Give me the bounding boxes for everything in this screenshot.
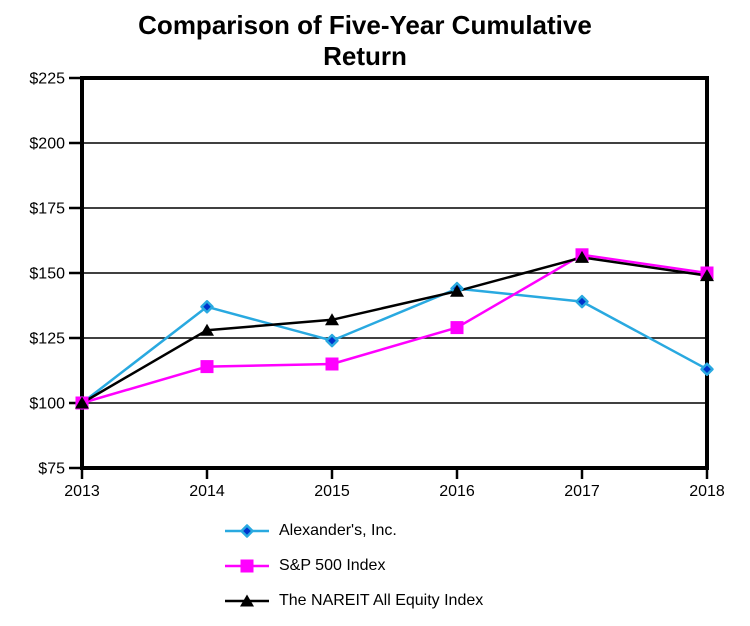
data-point-marker-square — [450, 321, 464, 335]
x-axis-label: 2013 — [64, 483, 100, 500]
legend-label-alexanders: Alexander's, Inc. — [279, 522, 397, 539]
data-point-marker-diamond — [325, 333, 339, 348]
chart-title: Comparison of Five-Year Cumulative Retur… — [0, 10, 730, 71]
y-axis-label: $175 — [29, 201, 65, 218]
data-point-marker-square — [200, 360, 214, 374]
chart-title-line1: Comparison of Five-Year Cumulative — [138, 10, 592, 40]
data-point-marker-square — [325, 357, 339, 371]
data-point-marker-triangle — [325, 313, 339, 326]
legend-marker-diamond-icon — [225, 524, 269, 538]
legend-marker-square-icon — [225, 559, 269, 573]
legend-item-nareit: The NAREIT All Equity Index — [224, 590, 483, 612]
legend-marker-triangle-icon — [225, 594, 269, 607]
legend-label-nareit: The NAREIT All Equity Index — [279, 592, 484, 609]
x-axis-label: 2017 — [564, 483, 600, 500]
y-axis-label: $150 — [29, 266, 65, 283]
x-axis-label: 2015 — [314, 483, 350, 500]
series-line-2 — [81, 256, 708, 405]
x-axis-label: 2016 — [439, 483, 475, 500]
legend-item-sp500: S&P 500 Index — [224, 555, 483, 577]
y-axis-label: $125 — [29, 331, 65, 348]
data-point-marker-diamond — [700, 362, 714, 376]
data-point-marker-triangle — [575, 250, 589, 263]
y-axis-label: $225 — [29, 71, 65, 88]
x-axis-label: 2014 — [189, 483, 225, 500]
data-point-marker-triangle — [700, 269, 714, 282]
data-point-marker-triangle — [240, 594, 254, 607]
data-point-marker-diamond — [200, 300, 214, 314]
plot-area-svg: $225 $200 $175 $150 $125 $100 $75 2013 2014 2015 2… — [29, 71, 725, 501]
data-point-marker-diamond — [575, 294, 589, 309]
legend-item-alexanders: Alexander's, Inc. — [224, 520, 483, 542]
data-point-marker-triangle — [200, 323, 214, 336]
series-line-1 — [81, 253, 708, 405]
y-axis-label: $200 — [29, 136, 65, 153]
series-line-0 — [81, 287, 708, 404]
legend-label-sp500: S&P 500 Index — [279, 557, 386, 574]
y-axis-label: $100 — [29, 396, 65, 413]
x-axis-label: 2018 — [689, 483, 725, 500]
data-point-marker-diamond — [240, 524, 254, 538]
chart-legend: Alexander's, Inc. S&P 500 Index The NARE… — [224, 520, 483, 612]
data-point-marker-triangle — [75, 396, 89, 409]
chart-title-line2: Return — [323, 40, 407, 71]
y-axis-label: $75 — [38, 461, 65, 478]
data-point-marker-square — [240, 559, 254, 573]
data-point-marker-triangle — [450, 284, 464, 297]
